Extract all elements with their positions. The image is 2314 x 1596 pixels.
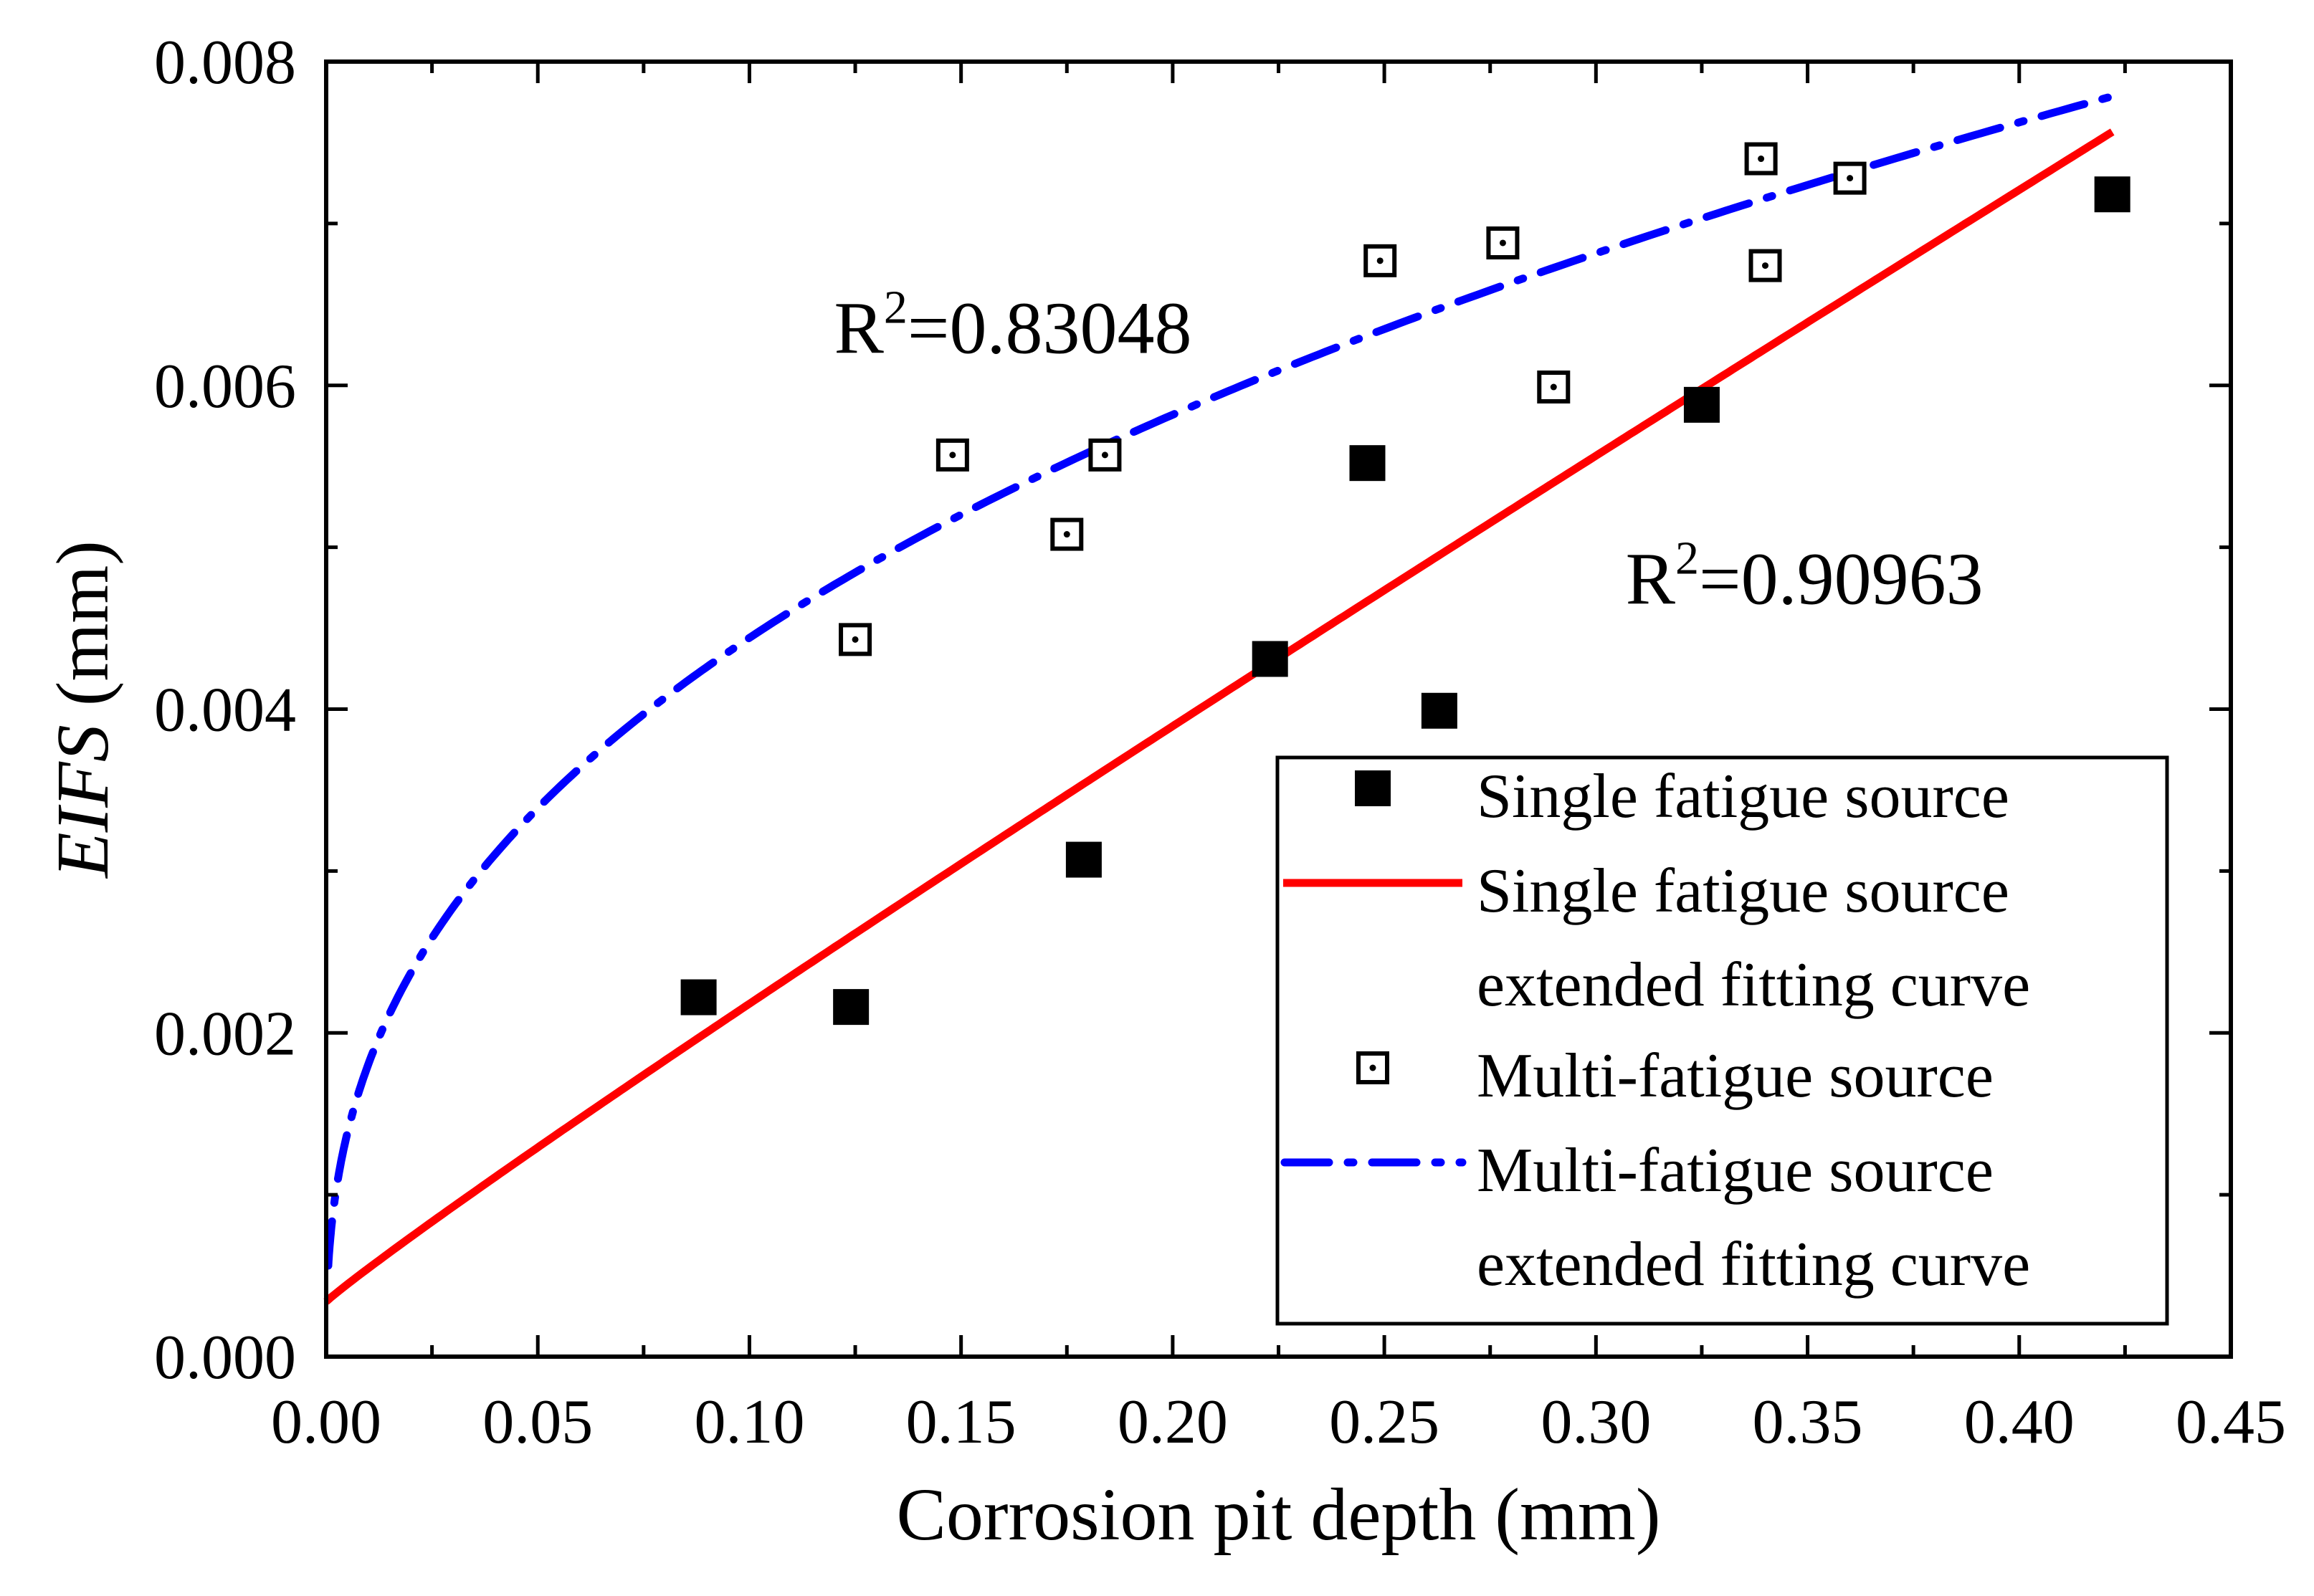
- multi-source-point: [839, 623, 872, 656]
- x-tick-label: 0.20: [1118, 1387, 1228, 1457]
- multi-source-point: [1748, 249, 1782, 282]
- multi-source-point: [1833, 161, 1867, 195]
- legend-label: Multi-fatigue source: [1477, 1041, 1994, 1111]
- x-tick-label: 0.10: [694, 1387, 804, 1457]
- multi-source-point: [1363, 244, 1397, 277]
- x-tick-label: 0.25: [1329, 1387, 1439, 1457]
- hollow-square-dot: [1758, 156, 1765, 163]
- hollow-square-dot: [1847, 175, 1854, 182]
- hollow-square-dot: [949, 451, 956, 459]
- y-tick-label: 0.008: [154, 28, 296, 97]
- legend-label: extended fitting curve: [1477, 1230, 2030, 1299]
- r2-multi-annotation: R2=0.83048: [834, 282, 1192, 370]
- x-tick-label: 0.00: [271, 1387, 381, 1457]
- multi-source-point: [1486, 226, 1520, 259]
- multi-source-point: [935, 438, 969, 472]
- legend-label: Single fatigue source: [1477, 762, 2009, 831]
- multi-source-point: [1088, 438, 1122, 472]
- hollow-square-dot: [852, 636, 859, 643]
- x-axis-title: Corrosion pit depth (mm): [897, 1473, 1661, 1556]
- x-tick-label: 0.05: [482, 1387, 593, 1457]
- hollow-square-dot: [1369, 1064, 1376, 1071]
- x-tick-label: 0.35: [1753, 1387, 1863, 1457]
- single-source-point: [1421, 692, 1457, 729]
- legend-label: Single fatigue source: [1477, 856, 2009, 926]
- multi-source-point: [1744, 142, 1778, 176]
- x-tick-label: 0.15: [906, 1387, 1016, 1457]
- y-tick-label: 0.006: [154, 352, 296, 421]
- single-source-point: [1683, 386, 1720, 423]
- y-tick-label: 0.004: [154, 676, 296, 745]
- x-tick-label: 0.40: [1964, 1387, 2075, 1457]
- single-source-point: [1065, 841, 1102, 878]
- x-tick-label: 0.30: [1541, 1387, 1651, 1457]
- y-axis-title-unit: (mm): [42, 540, 124, 725]
- hollow-square-dot: [1762, 262, 1769, 269]
- single-source-point: [680, 979, 717, 1016]
- legend-entry: Multi-fatigue source: [1356, 1041, 1994, 1111]
- legend-hollow-square-icon: [1356, 1051, 1389, 1084]
- multi-source-point: [1050, 517, 1084, 551]
- legend-entry: Single fatigue source: [1355, 762, 2009, 831]
- single-source-point: [2094, 176, 2130, 213]
- hollow-square-dot: [1063, 531, 1070, 538]
- r2-single-annotation: R2=0.90963: [1626, 532, 1984, 621]
- y-axis-title: EIFS (mm): [42, 540, 124, 879]
- x-tick-label: 0.45: [2176, 1387, 2286, 1457]
- hollow-square-frame: [935, 438, 969, 472]
- multi-fit-curve: [324, 92, 2117, 1270]
- hollow-square-dot: [1101, 451, 1108, 459]
- legend-filled-square-icon: [1355, 770, 1391, 806]
- legend-label: extended fitting curve: [1477, 950, 2030, 1020]
- legend-entry: Single fatigue source extended fitting c…: [1283, 856, 2030, 1020]
- single-source-point: [833, 989, 870, 1026]
- multi-source-point: [1537, 371, 1571, 404]
- legend-label: Multi-fatigue source: [1477, 1136, 1994, 1205]
- single-source-point: [1349, 445, 1386, 482]
- single-source-point: [1252, 641, 1288, 677]
- y-tick-label: 0.002: [154, 999, 296, 1069]
- hollow-square-dot: [1376, 257, 1384, 264]
- legend-box: [1275, 755, 2169, 1326]
- single-fit-curve: [323, 128, 2115, 1305]
- hollow-square-dot: [1499, 239, 1506, 247]
- y-axis-title-italic: EIFS: [42, 725, 124, 879]
- y-tick-label: 0.000: [154, 1323, 296, 1392]
- hollow-square-dot: [1550, 383, 1557, 391]
- legend-entry: Multi-fatigue source extended fitting cu…: [1280, 1136, 2030, 1299]
